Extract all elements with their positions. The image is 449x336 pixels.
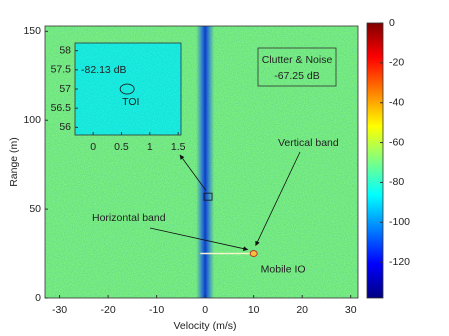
inset-x-tick-label: 1.5 [171, 141, 186, 153]
x-tick-label: 30 [345, 304, 357, 316]
toi-label: TOI [122, 96, 139, 108]
colorbar-tick-label: -60 [389, 136, 404, 148]
arrow [179, 154, 207, 191]
arrow [149, 227, 249, 251]
annotation: Vertical band [278, 137, 339, 149]
clutter-label: Clutter & Noise [262, 54, 333, 66]
x-tick-label: 20 [296, 304, 308, 316]
inset-y-tick-label: 57.5 [51, 64, 72, 76]
colorbar-tick-label: -40 [389, 96, 404, 108]
toi-inset-marker [119, 83, 135, 95]
colorbar-tick-label: -20 [389, 57, 404, 69]
x-tick-label: 10 [248, 304, 260, 316]
axes-frame [44, 25, 359, 299]
y-axis-label: Range (m) [8, 137, 20, 187]
x-tick-label: 0 [202, 304, 208, 316]
inset-value: -82.13 dB [81, 64, 127, 76]
x-axis-label: Velocity (m/s) [173, 320, 236, 332]
inset-x-tick-label: 0.5 [114, 141, 129, 153]
colorbar-tick-label: -100 [389, 216, 410, 228]
colorbar-tick-label: -120 [389, 256, 410, 268]
inset-x-tick-label: 0 [90, 141, 96, 153]
inset-texture [75, 43, 181, 135]
x-tick-label: -30 [52, 304, 67, 316]
colorbar-tick-label: 0 [389, 17, 395, 29]
clutter-box [257, 47, 337, 87]
inset-y-tick-label: 56.5 [51, 102, 72, 114]
y-tick-label: 50 [29, 203, 41, 215]
colorbar-tick-label: -80 [389, 176, 404, 188]
inset-x-tick-label: 1 [147, 141, 153, 153]
inset-y-tick-label: 56 [59, 121, 71, 133]
arrow [255, 151, 301, 246]
vertical-band [196, 26, 215, 298]
target-label: Mobile IO [261, 263, 306, 275]
x-tick-label: -10 [149, 304, 164, 316]
x-tick-label: -20 [100, 304, 115, 316]
y-tick-label: 0 [35, 292, 41, 304]
inset-y-tick-label: 58 [59, 44, 71, 56]
inset-y-tick-label: 57 [59, 83, 71, 95]
y-tick-label: 150 [23, 25, 41, 37]
clutter-value: -67.25 dB [274, 70, 320, 82]
target-marker [249, 250, 258, 258]
colorbar [366, 22, 384, 299]
toi-marker [203, 192, 213, 201]
annotation: Horizontal band [92, 212, 166, 224]
y-tick-label: 100 [23, 114, 41, 126]
